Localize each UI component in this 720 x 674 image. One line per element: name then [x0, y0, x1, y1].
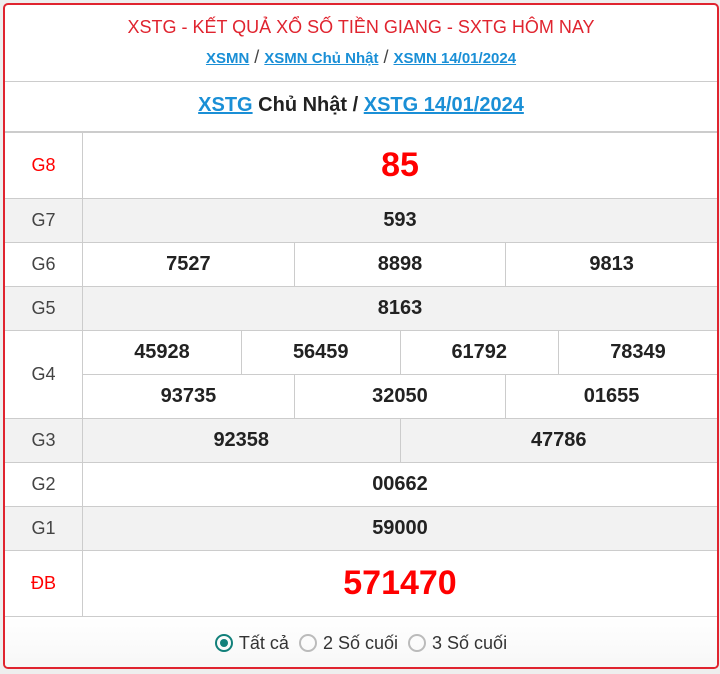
- prize-number: 9813: [505, 243, 717, 286]
- prize-number: 93735: [83, 374, 295, 418]
- prize-number: 92358: [83, 419, 401, 462]
- prize-number: 8163: [82, 286, 717, 331]
- header: XSTG - KẾT QUẢ XỔ SỐ TIỀN GIANG - SXTG H…: [5, 5, 717, 82]
- prize-number: 47786: [399, 419, 717, 462]
- link-xsmn-date[interactable]: XSMN 14/01/2024: [393, 50, 517, 67]
- row-g3: G3 92358 47786: [5, 418, 717, 463]
- prize-number: 78349: [558, 331, 717, 374]
- row-g2: G2 00662: [5, 462, 717, 507]
- prize-number: 01655: [505, 374, 717, 418]
- row-db: ĐB 571470: [5, 550, 717, 617]
- prize-number: 56459: [241, 331, 401, 374]
- prize-number: 85: [82, 132, 717, 199]
- prize-number: 8898: [293, 243, 507, 286]
- digit-filter: Tất cả 2 Số cuối 3 Số cuối: [5, 617, 717, 667]
- filter-last-3[interactable]: 3 Số cuối: [408, 633, 507, 654]
- prize-number: 32050: [293, 374, 507, 418]
- row-g6: G6 7527 8898 9813: [5, 242, 717, 287]
- prize-number: 61792: [399, 331, 559, 374]
- prize-number: 00662: [82, 462, 717, 507]
- prize-number: 59000: [82, 506, 717, 551]
- radio-unchecked-icon[interactable]: [408, 634, 427, 652]
- link-xstg[interactable]: XSTG: [198, 94, 253, 116]
- row-g1: G1 59000: [5, 506, 717, 551]
- filter-all[interactable]: Tất cả: [214, 633, 289, 654]
- special-prize-number: 571470: [82, 550, 717, 617]
- row-g7: G7 593: [5, 198, 717, 243]
- link-xsmn-sunday[interactable]: XSMN Chủ Nhật: [264, 50, 379, 67]
- row-g8: G8 85: [5, 132, 717, 199]
- subtitle: XSTG Chủ Nhật / XSTG 14/01/2024: [5, 82, 717, 132]
- row-g4: G4 45928 56459 61792 78349 93735 32050 01655: [5, 330, 717, 419]
- results-table: G8 85 G7 593 G6 7527 8898 9813 G5 8163 G4 459…: [5, 132, 717, 617]
- prize-number: 7527: [83, 243, 295, 286]
- results-panel: XSTG - KẾT QUẢ XỔ SỐ TIỀN GIANG - SXTG H…: [3, 3, 719, 669]
- row-g5: G5 8163: [5, 286, 717, 331]
- link-xsmn[interactable]: XSMN: [205, 50, 250, 67]
- prize-number: 593: [82, 198, 717, 243]
- filter-last-2[interactable]: 2 Số cuối: [298, 633, 398, 654]
- breadcrumb: XSMN / XSMN Chủ Nhật / XSMN 14/01/2024: [205, 47, 517, 67]
- prize-number: 45928: [83, 331, 242, 374]
- radio-unchecked-icon[interactable]: [298, 634, 317, 652]
- radio-checked-icon[interactable]: [214, 634, 233, 652]
- page-title: XSTG - KẾT QUẢ XỔ SỐ TIỀN GIANG - SXTG H…: [127, 17, 595, 37]
- link-xstg-date[interactable]: XSTG 14/01/2024: [363, 94, 524, 116]
